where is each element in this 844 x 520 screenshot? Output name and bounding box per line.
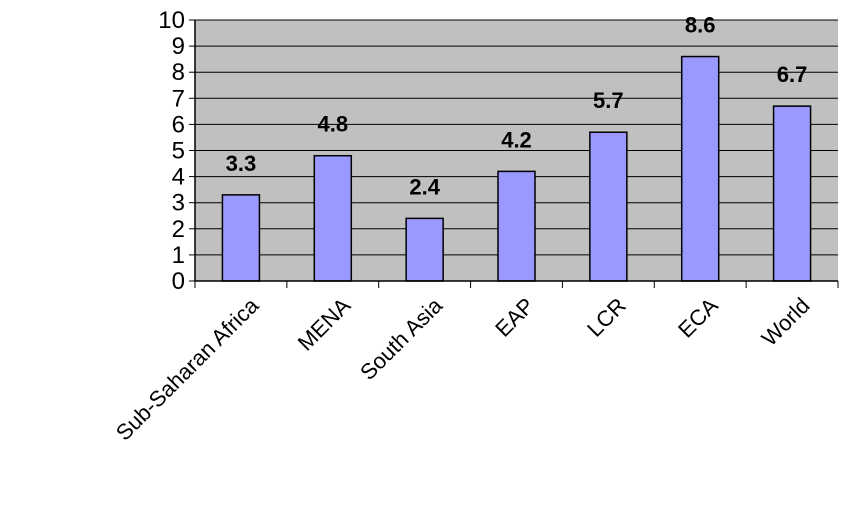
y-tick-label: 4 xyxy=(172,164,185,191)
x-category-label: ECA xyxy=(673,293,723,343)
y-tick-label: 3 xyxy=(172,190,185,217)
x-category-label: MENA xyxy=(293,293,356,356)
x-axis-category-labels: Sub-Saharan Africa MENA South Asia EAP LCR EC… xyxy=(111,292,815,445)
bar xyxy=(772,105,812,282)
data-label: 4.8 xyxy=(317,112,348,137)
x-category-label: World xyxy=(757,293,815,351)
data-label: 3.3 xyxy=(226,151,257,176)
bar xyxy=(680,55,720,282)
x-category-label: LCR xyxy=(582,293,631,342)
bar xyxy=(221,194,261,282)
data-label: 5.7 xyxy=(593,88,624,113)
x-category-label: South Asia xyxy=(355,292,448,385)
x-category-label: Sub-Saharan Africa xyxy=(111,292,264,445)
y-tick-label: 10 xyxy=(158,7,185,34)
data-labels: 3.3 4.8 2.4 4.2 5.7 8.6 6.7 xyxy=(226,13,808,200)
bar xyxy=(497,170,536,282)
data-label: 4.2 xyxy=(501,127,532,152)
data-label: 8.6 xyxy=(685,13,716,38)
data-label: 6.7 xyxy=(777,62,808,87)
bar xyxy=(313,154,353,282)
y-tick-label: 2 xyxy=(172,216,185,243)
bars xyxy=(221,55,812,282)
x-category-label: EAP xyxy=(490,293,539,342)
y-tick-label: 5 xyxy=(172,138,185,165)
bar xyxy=(405,217,444,282)
y-tick-label: 9 xyxy=(172,33,185,60)
bar xyxy=(589,131,628,282)
y-tick-label: 0 xyxy=(172,268,185,295)
y-tick-label: 8 xyxy=(172,59,185,86)
axes xyxy=(194,20,839,288)
y-tick-label: 6 xyxy=(172,111,185,138)
data-label: 2.4 xyxy=(409,174,440,199)
y-tick-label: 7 xyxy=(172,85,185,112)
y-tick-label: 1 xyxy=(172,242,185,269)
